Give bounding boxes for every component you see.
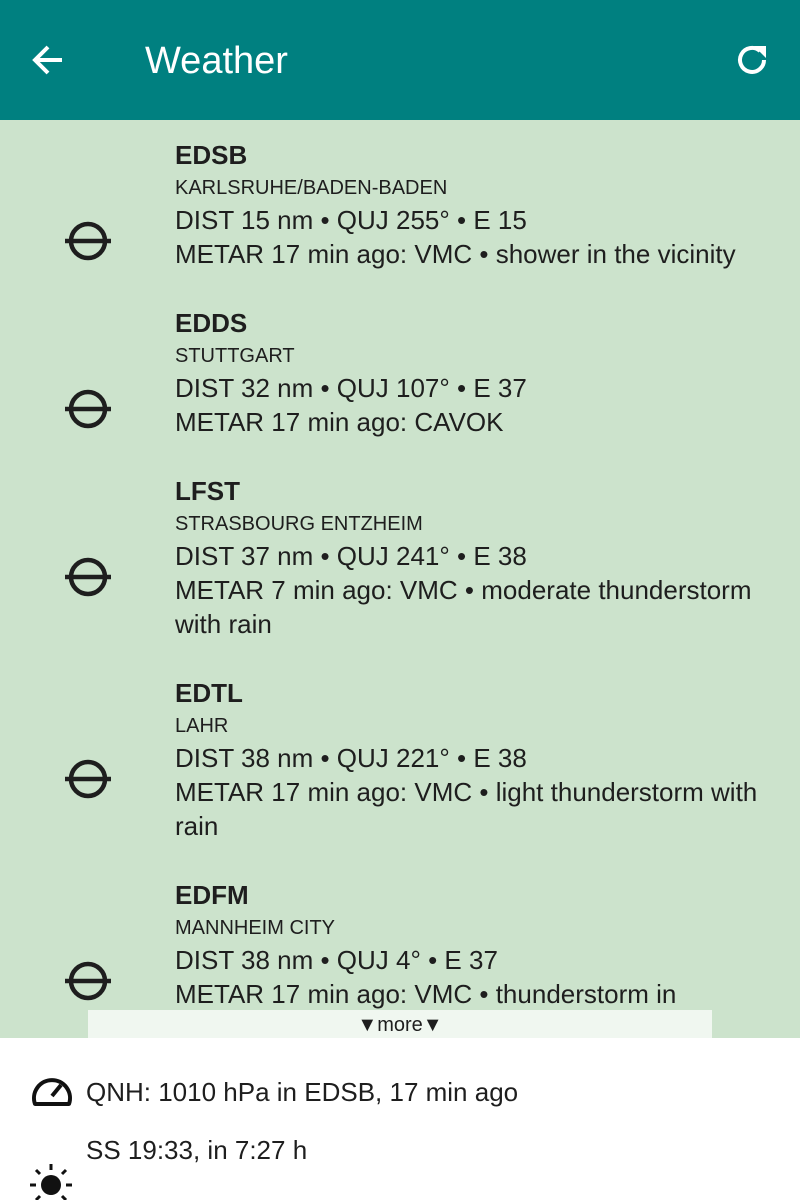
station-code: EDDS bbox=[175, 308, 248, 338]
station-distance: DIST 32 nm • QUJ 107° • E 37 bbox=[175, 373, 527, 403]
sunset-info: SS 19:33, in 7:27 h bbox=[86, 1135, 308, 1165]
airport-icon bbox=[65, 221, 111, 261]
qnh-info: QNH: 1010 hPa in EDSB, 17 min ago bbox=[86, 1077, 519, 1107]
station-item[interactable]: EDDS STUTTGART DIST 32 nm • QUJ 107° • E 3… bbox=[0, 305, 775, 439]
more-indicator[interactable]: ▼more▼ bbox=[88, 1010, 712, 1038]
station-code: EDFM bbox=[175, 880, 249, 910]
airport-icon bbox=[65, 389, 111, 429]
station-name: MANNHEIM CITY bbox=[175, 917, 335, 939]
station-code: LFST bbox=[175, 476, 240, 506]
station-name: STUTTGART bbox=[175, 345, 295, 367]
station-item[interactable]: EDFM MANNHEIM CITY DIST 38 nm • QUJ 4° • E… bbox=[0, 877, 775, 1011]
airport-icon bbox=[65, 557, 111, 597]
station-metar: METAR 17 min ago: VMC • thunderstorm in bbox=[175, 979, 677, 1009]
station-name: KARLSRUHE/BADEN-BADEN bbox=[175, 177, 448, 199]
station-distance: DIST 15 nm • QUJ 255° • E 15 bbox=[175, 205, 527, 235]
footer: QNH: 1010 hPa in EDSB, 17 min ago SS 19:… bbox=[0, 1038, 800, 1200]
airport-icon bbox=[65, 759, 111, 799]
refresh-button[interactable] bbox=[732, 40, 772, 80]
station-name: LAHR bbox=[175, 715, 229, 737]
station-code: EDTL bbox=[175, 678, 243, 708]
gauge-icon bbox=[32, 1078, 72, 1106]
app-bar: Weather bbox=[0, 0, 800, 120]
station-metar: METAR 17 min ago: VMC • light thundersto… bbox=[175, 777, 758, 841]
station-item[interactable]: EDTL LAHR DIST 38 nm • QUJ 221° • E 38 META… bbox=[0, 675, 775, 843]
station-metar: METAR 17 min ago: CAVOK bbox=[175, 407, 504, 437]
station-name: STRASBOURG ENTZHEIM bbox=[175, 513, 423, 535]
title: Weather bbox=[145, 40, 288, 82]
station-code: EDSB bbox=[175, 140, 248, 170]
station-metar: METAR 17 min ago: VMC • shower in the vi… bbox=[175, 239, 736, 269]
airport-icon bbox=[65, 961, 111, 1001]
station-item[interactable]: LFST STRASBOURG ENTZHEIM DIST 37 nm • QUJ … bbox=[0, 473, 775, 641]
station-metar: METAR 7 min ago: VMC • moderate thunders… bbox=[175, 575, 752, 639]
sun-icon bbox=[30, 1164, 72, 1200]
back-button[interactable] bbox=[28, 40, 68, 80]
station-list: EDSB KARLSRUHE/BADEN-BADEN DIST 15 nm • QU… bbox=[0, 137, 800, 1038]
station-distance: DIST 37 nm • QUJ 241° • E 38 bbox=[175, 541, 527, 571]
station-distance: DIST 38 nm • QUJ 221° • E 38 bbox=[175, 743, 527, 773]
station-item[interactable]: EDSB KARLSRUHE/BADEN-BADEN DIST 15 nm • QU… bbox=[0, 137, 775, 271]
station-distance: DIST 38 nm • QUJ 4° • E 37 bbox=[175, 945, 498, 975]
